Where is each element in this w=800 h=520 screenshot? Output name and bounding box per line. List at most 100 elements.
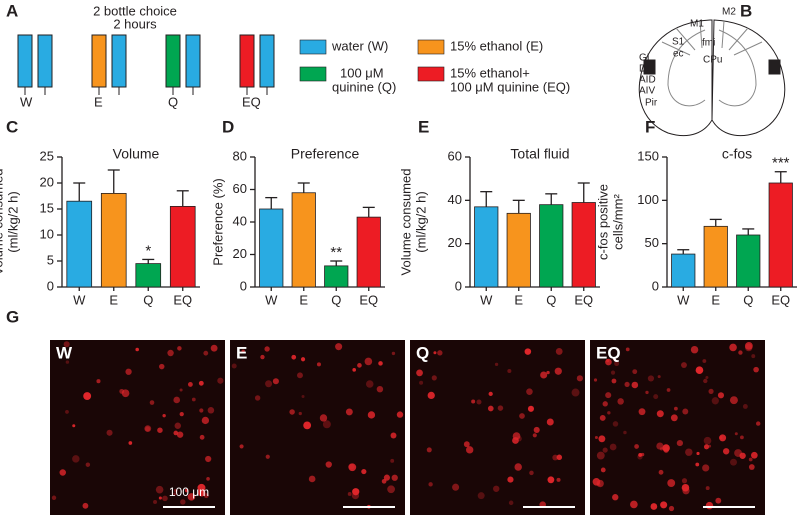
bar: [259, 208, 284, 288]
bar: [324, 265, 349, 288]
bar: [539, 204, 564, 288]
brain-label: DI: [639, 64, 649, 75]
cell: [696, 451, 700, 456]
micrograph-label: W: [56, 343, 73, 362]
cell: [508, 500, 514, 506]
y-axis-label: (ml/kg/2 h): [5, 191, 20, 252]
cell: [433, 351, 437, 355]
bottle: [37, 34, 53, 88]
x-tick-label: E: [711, 292, 720, 307]
cell: [527, 405, 534, 412]
cell: [705, 376, 709, 380]
cell: [65, 360, 70, 364]
cell: [203, 493, 209, 499]
cell: [210, 344, 218, 352]
micrograph: Q: [410, 340, 585, 515]
y-tick-label: 0: [47, 278, 54, 293]
legend-label: 15% ethanol+: [450, 65, 530, 80]
x-tick-label: W: [265, 292, 278, 307]
cell: [206, 477, 210, 481]
legend-label: 100 μM: [340, 65, 384, 80]
cell: [197, 483, 206, 492]
cell: [203, 350, 209, 356]
cell: [750, 451, 758, 459]
cell: [128, 441, 133, 445]
cell: [753, 366, 759, 373]
cell: [600, 467, 606, 473]
cell: [532, 433, 537, 438]
y-tick-label: 80: [233, 148, 247, 163]
y-tick-label: 20: [40, 174, 54, 189]
y-tick-label: 0: [240, 278, 247, 293]
cell: [690, 345, 699, 354]
significance: **: [330, 244, 342, 261]
cell: [702, 359, 707, 363]
cell: [748, 464, 755, 470]
group-label: W: [20, 94, 33, 109]
x-tick-label: EQ: [359, 292, 378, 307]
cell: [419, 380, 424, 385]
y-tick-label: 40: [233, 213, 247, 228]
cell: [744, 343, 753, 352]
cell: [59, 469, 66, 476]
cell: [174, 488, 178, 493]
cell: [702, 464, 710, 472]
cell: [391, 474, 398, 481]
cell: [348, 463, 357, 472]
micrograph-label: Q: [416, 343, 429, 362]
x-tick-label: EQ: [771, 292, 790, 307]
cell: [547, 476, 555, 484]
cell: [159, 363, 165, 370]
cell: [308, 475, 316, 483]
cell: [554, 367, 562, 375]
cell: [748, 457, 753, 462]
cell: [507, 368, 512, 373]
cell: [682, 408, 689, 415]
group-label: EQ: [242, 94, 261, 109]
y-tick-label: 15: [40, 200, 54, 215]
cell: [177, 346, 182, 351]
cell: [703, 378, 708, 384]
brain-label: CPu: [703, 55, 722, 66]
cell: [291, 354, 297, 360]
cell: [463, 441, 470, 448]
micrograph: E: [230, 340, 405, 515]
cell: [119, 388, 125, 394]
cell: [352, 488, 360, 496]
panel-letter: E: [418, 117, 429, 136]
cell: [201, 416, 210, 425]
cell: [428, 482, 433, 487]
y-tick-label: 25: [40, 148, 54, 163]
y-tick-label: 100: [637, 192, 659, 207]
cell: [650, 503, 658, 510]
cell: [367, 411, 376, 419]
y-axis-label: c-fos positive: [595, 184, 610, 260]
cell: [357, 363, 362, 368]
x-tick-label: EQ: [173, 292, 192, 307]
y-axis-label: Preference (%): [210, 178, 225, 265]
bottle: [91, 34, 107, 88]
cell: [605, 392, 612, 399]
group-label: Q: [168, 94, 178, 109]
cell: [667, 479, 676, 487]
bottle: [111, 34, 127, 88]
cell: [739, 452, 746, 459]
cell: [416, 369, 423, 377]
cell: [607, 411, 611, 415]
y-tick-label: 60: [448, 148, 462, 163]
legend-label: water (W): [331, 38, 388, 53]
cell: [751, 354, 756, 359]
x-tick-label: E: [514, 292, 523, 307]
cell: [162, 495, 168, 502]
cell: [556, 454, 563, 461]
cell: [681, 478, 688, 484]
cell: [625, 347, 630, 352]
cell: [352, 368, 357, 372]
cell: [647, 375, 655, 382]
cell: [611, 378, 617, 384]
x-tick-label: W: [480, 292, 493, 307]
cell: [471, 399, 476, 404]
scale-label: 100 μm: [169, 485, 209, 499]
cell: [681, 362, 687, 368]
cell: [179, 388, 183, 392]
